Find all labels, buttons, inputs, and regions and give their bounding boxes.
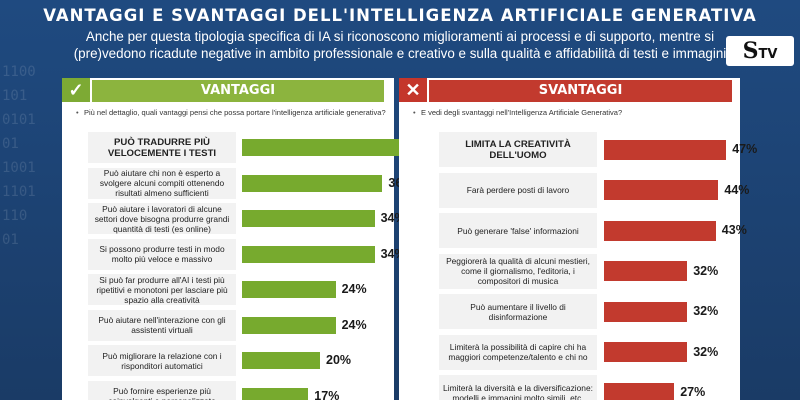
advantage-bar bbox=[242, 139, 422, 156]
disadvantage-bar bbox=[604, 139, 727, 160]
advantages-panel: ✓ VANTAGGI Più nel dettaglio, quali vant… bbox=[62, 78, 452, 400]
disadvantage-bar bbox=[604, 382, 675, 400]
disadvantage-value-label: 27% bbox=[680, 385, 706, 399]
disadvantage-bar bbox=[604, 261, 688, 281]
disadvantage-category-label: Limiterà la possibilità di capire chi ha… bbox=[439, 334, 597, 370]
advantage-category-label: Si può far produrre all'AI i testi più r… bbox=[88, 274, 236, 305]
check-icon: ✓ bbox=[62, 78, 90, 102]
advantage-row: PUÒ TRADURRE PIÙ VELOCEMENTE I TESTI46% bbox=[62, 132, 452, 166]
advantage-row: Può migliorare la relazione con i rispon… bbox=[62, 345, 394, 379]
advantage-category-label: Può aiutare nell'interazione con gli ass… bbox=[88, 309, 236, 341]
disadvantage-row: Può generare 'false' informazioni 43% bbox=[399, 213, 747, 248]
logo-text: TV bbox=[758, 47, 778, 62]
disadvantage-value-label: 43% bbox=[721, 223, 747, 237]
x-icon: ✕ bbox=[399, 78, 427, 102]
disadvantage-value-label: 47% bbox=[732, 142, 758, 156]
advantage-row: Può fornire esperienze più coinvolgenti … bbox=[62, 380, 394, 400]
logo-letter: S bbox=[742, 38, 759, 64]
disadvantage-category-label: Può aumentare il livello di disinformazi… bbox=[439, 294, 597, 329]
advantage-bar bbox=[242, 387, 309, 400]
advantages-header: VANTAGGI bbox=[92, 80, 384, 102]
disadvantage-category-label: Peggiorerà la qualità di alcuni mestieri… bbox=[439, 253, 597, 289]
advantage-category-label: Può aiutare i lavoratori di alcune setto… bbox=[88, 203, 236, 234]
advantage-row: Si possono produrre testi in modo molto … bbox=[62, 238, 406, 273]
advantage-category-label: Può migliorare la relazione con i rispon… bbox=[88, 345, 236, 376]
advantage-bar bbox=[242, 316, 336, 334]
disadvantages-panel: ✕ SVANTAGGI E vedi degli svantaggi nell'… bbox=[399, 78, 757, 400]
disadvantage-row: Può aumentare il livello di disinformazi… bbox=[399, 294, 740, 329]
disadvantage-value-label: 32% bbox=[693, 344, 719, 359]
disadvantages-question: E vedi degli svantaggi nell'Intelligenza… bbox=[413, 108, 622, 117]
advantage-bar bbox=[242, 245, 375, 263]
disadvantage-bar bbox=[604, 301, 688, 322]
disadvantages-header: SVANTAGGI bbox=[429, 80, 732, 102]
advantage-bar bbox=[242, 210, 375, 227]
advantage-value-label: 17% bbox=[314, 388, 340, 400]
disadvantage-category-label: Limiterà la diversità e la diversificazi… bbox=[439, 375, 597, 400]
advantage-bar bbox=[242, 352, 320, 369]
advantages-question: Più nel dettaglio, quali vantaggi pensi … bbox=[76, 108, 386, 117]
binary-decoration: 1100 101 0101 01 1001 1101 110 01 bbox=[2, 64, 36, 248]
disadvantage-row: Limiterà la diversità e la diversificazi… bbox=[399, 375, 740, 400]
advantage-row: Può aiutare nell'interazione con gli ass… bbox=[62, 309, 394, 344]
advantage-category-label: Può aiutare chi non è esperto a svolgere… bbox=[88, 167, 236, 199]
disadvantage-category-label: Può generare 'false' informazioni bbox=[439, 213, 597, 248]
advantage-value-label: 24% bbox=[341, 282, 367, 296]
disadvantage-row: Limiterà la possibilità di capire chi ha… bbox=[399, 334, 740, 370]
disadvantage-bar bbox=[604, 342, 688, 362]
advantage-category-label: Può fornire esperienze più coinvolgenti … bbox=[88, 380, 236, 400]
advantage-bar bbox=[242, 281, 336, 298]
advantage-value-label: 24% bbox=[341, 317, 367, 332]
advantage-category-label: PUÒ TRADURRE PIÙ VELOCEMENTE I TESTI bbox=[88, 132, 236, 163]
disadvantage-value-label: 44% bbox=[724, 182, 750, 197]
subtitle-line-1: Anche per questa tipologia specifica di … bbox=[85, 29, 715, 44]
disadvantage-row: Farà perdere posti di lavoro 44% bbox=[399, 172, 749, 208]
disadvantage-value-label: 32% bbox=[693, 304, 719, 318]
disadvantage-bar bbox=[604, 180, 719, 200]
channel-logo: STV bbox=[726, 36, 794, 66]
advantage-value-label: 20% bbox=[326, 353, 352, 367]
disadvantage-bar bbox=[604, 220, 716, 241]
advantage-category-label: Si possono produrre testi in modo molto … bbox=[88, 238, 236, 270]
disadvantage-row: LIMITA LA CREATIVITÀ DELL'UOMO 47% bbox=[399, 132, 757, 167]
disadvantage-category-label: Farà perdere posti di lavoro bbox=[439, 172, 597, 208]
page-title: VANTAGGI E SVANTAGGI DELL'INTELLIGENZA A… bbox=[43, 6, 757, 25]
advantage-row: Si può far produrre all'AI i testi più r… bbox=[62, 274, 394, 308]
advantage-bar bbox=[242, 174, 383, 192]
disadvantage-category-label: LIMITA LA CREATIVITÀ DELL'UOMO bbox=[439, 132, 597, 167]
disadvantage-row: Peggiorerà la qualità di alcuni mestieri… bbox=[399, 253, 740, 289]
header: VANTAGGI E SVANTAGGI DELL'INTELLIGENZA A… bbox=[0, 0, 800, 74]
subtitle-line-2: (pre)vedono ricadute negative in ambito … bbox=[73, 46, 727, 61]
advantage-row: Può aiutare chi non è esperto a svolgere… bbox=[62, 167, 413, 202]
advantage-row: Può aiutare i lavoratori di alcune setto… bbox=[62, 203, 406, 237]
disadvantage-value-label: 32% bbox=[693, 263, 719, 278]
